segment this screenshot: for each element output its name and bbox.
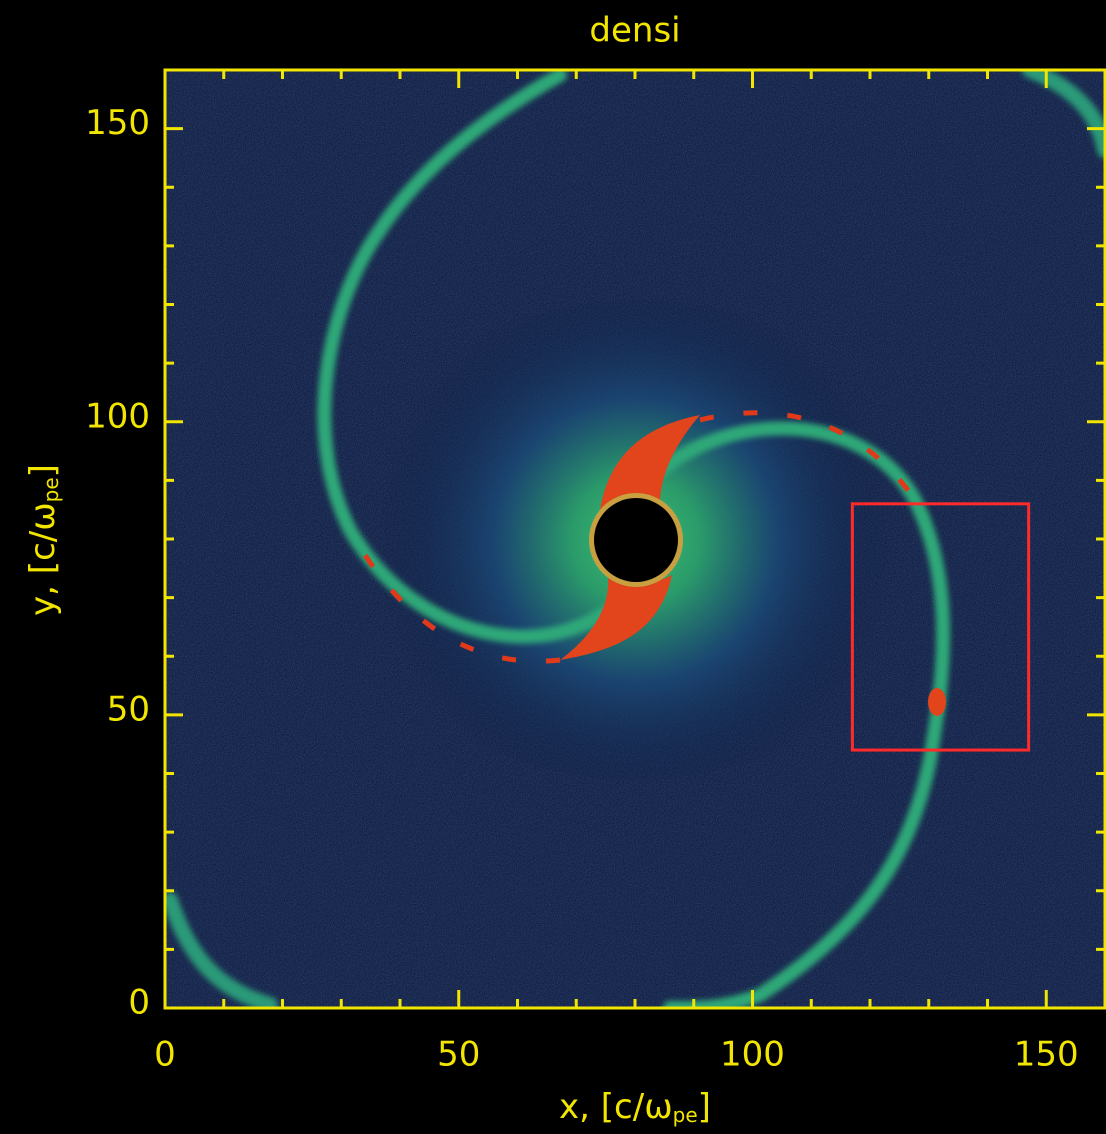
y-tick-label: 50 <box>107 689 150 729</box>
density-image <box>165 70 1105 1008</box>
y-tick-label: 150 <box>85 103 150 143</box>
y-axis-label-sub: pe <box>39 477 63 502</box>
chart-title: densi <box>589 11 680 51</box>
y-axis-label-part: y, [c/ω <box>23 502 63 616</box>
x-axis-label-part: ] <box>698 1087 711 1127</box>
x-tick-label: 100 <box>720 1035 785 1075</box>
x-axis-label-part: x, [c/ω <box>559 1087 673 1127</box>
y-axis-label-part: ] <box>23 464 63 477</box>
y-tick-label: 0 <box>128 983 150 1023</box>
highlight-box <box>850 502 1031 752</box>
x-axis-label-sub: pe <box>673 1103 698 1127</box>
x-axis-label: x, [c/ωpe] <box>559 1087 711 1127</box>
y-axis-label: y, [c/ωpe] <box>23 464 63 616</box>
x-tick-label: 0 <box>154 1035 176 1075</box>
y-tick-label: 100 <box>85 396 150 436</box>
x-tick-label: 50 <box>437 1035 480 1075</box>
x-tick-label: 150 <box>1014 1035 1079 1075</box>
